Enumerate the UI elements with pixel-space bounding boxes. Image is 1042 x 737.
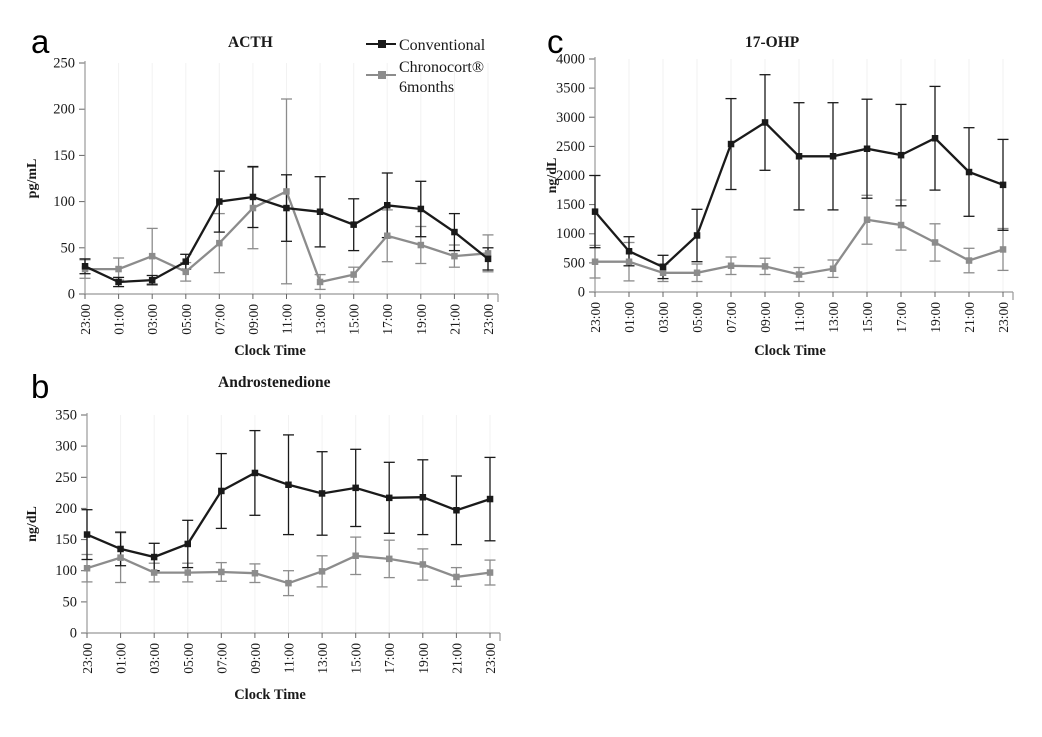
svg-text:100: 100: [55, 563, 77, 579]
svg-text:01:00: 01:00: [114, 643, 129, 674]
svg-text:200: 200: [53, 102, 75, 118]
svg-text:1500: 1500: [556, 197, 585, 213]
svg-text:23:00: 23:00: [78, 304, 93, 335]
svg-text:19:00: 19:00: [416, 643, 431, 674]
svg-text:50: 50: [61, 240, 76, 256]
svg-text:23:00: 23:00: [483, 643, 498, 674]
svg-text:2000: 2000: [556, 168, 585, 184]
svg-text:07:00: 07:00: [212, 304, 227, 335]
svg-text:13:00: 13:00: [315, 643, 330, 674]
svg-text:3500: 3500: [556, 81, 585, 97]
svg-text:23:00: 23:00: [481, 304, 496, 335]
svg-text:0: 0: [68, 287, 75, 303]
svg-text:350: 350: [55, 408, 77, 424]
svg-text:1000: 1000: [556, 226, 585, 242]
svg-text:17:00: 17:00: [382, 643, 397, 674]
svg-text:2500: 2500: [556, 139, 585, 155]
svg-text:09:00: 09:00: [248, 643, 263, 674]
svg-text:300: 300: [55, 439, 77, 455]
svg-text:01:00: 01:00: [112, 304, 127, 335]
svg-text:07:00: 07:00: [214, 643, 229, 674]
svg-text:15:00: 15:00: [860, 302, 875, 333]
svg-text:0: 0: [578, 285, 585, 301]
svg-text:250: 250: [55, 470, 77, 486]
svg-text:3000: 3000: [556, 110, 585, 126]
svg-text:11:00: 11:00: [792, 302, 807, 332]
svg-text:13:00: 13:00: [313, 304, 328, 335]
svg-text:15:00: 15:00: [349, 643, 364, 674]
svg-text:11:00: 11:00: [280, 304, 295, 334]
svg-text:03:00: 03:00: [147, 643, 162, 674]
svg-text:23:00: 23:00: [996, 302, 1011, 333]
svg-text:19:00: 19:00: [928, 302, 943, 333]
svg-text:500: 500: [563, 255, 585, 271]
svg-text:01:00: 01:00: [622, 302, 637, 333]
svg-text:13:00: 13:00: [826, 302, 841, 333]
svg-text:ng/dL: ng/dL: [25, 506, 40, 542]
svg-text:100: 100: [53, 194, 75, 210]
svg-text:200: 200: [55, 501, 77, 517]
svg-text:11:00: 11:00: [282, 643, 297, 673]
svg-text:09:00: 09:00: [246, 304, 261, 335]
svg-text:250: 250: [53, 56, 75, 72]
svg-text:23:00: 23:00: [588, 302, 603, 333]
svg-text:21:00: 21:00: [447, 304, 462, 335]
svg-text:17:00: 17:00: [894, 302, 909, 333]
svg-text:19:00: 19:00: [414, 304, 429, 335]
svg-text:07:00: 07:00: [724, 302, 739, 333]
svg-text:23:00: 23:00: [80, 643, 95, 674]
svg-text:05:00: 05:00: [179, 304, 194, 335]
svg-text:17:00: 17:00: [380, 304, 395, 335]
svg-text:pg/mL: pg/mL: [25, 159, 40, 199]
svg-text:05:00: 05:00: [690, 302, 705, 333]
svg-text:03:00: 03:00: [656, 302, 671, 333]
svg-text:50: 50: [63, 594, 78, 610]
svg-text:09:00: 09:00: [758, 302, 773, 333]
svg-text:21:00: 21:00: [962, 302, 977, 333]
svg-text:03:00: 03:00: [145, 304, 160, 335]
svg-text:15:00: 15:00: [347, 304, 362, 335]
svg-text:05:00: 05:00: [181, 643, 196, 674]
svg-text:4000: 4000: [556, 52, 585, 68]
svg-text:21:00: 21:00: [449, 643, 464, 674]
svg-text:0: 0: [70, 626, 77, 642]
svg-text:150: 150: [53, 148, 75, 164]
svg-text:150: 150: [55, 532, 77, 548]
svg-text:ng/dL: ng/dL: [545, 158, 560, 194]
